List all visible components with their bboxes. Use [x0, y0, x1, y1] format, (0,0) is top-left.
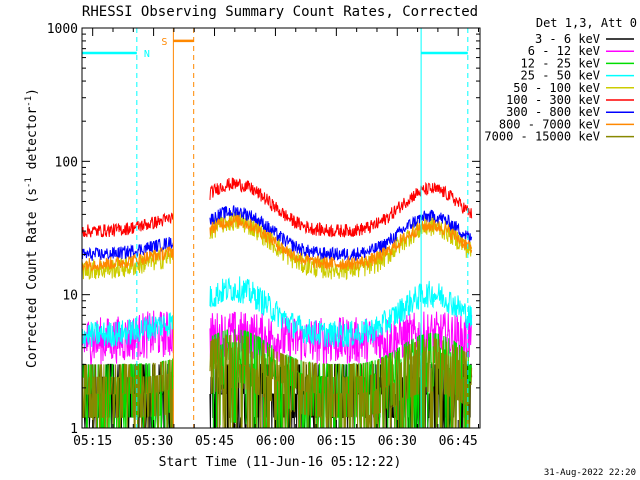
series-line-segment — [209, 214, 473, 271]
orbit-flag-label-s: S — [161, 37, 167, 48]
y-axis-label: Corrected Count Rate (s-1 detector-1) — [24, 88, 40, 368]
series-line-segment — [81, 312, 174, 348]
y-tick-label: 100 — [55, 155, 78, 170]
plot-area: NS — [81, 28, 473, 429]
x-axis-label: Start Time (11-Jun-16 05:12:22) — [159, 455, 402, 470]
x-tick-label: 05:15 — [73, 434, 112, 449]
y-tick-label: 10 — [62, 289, 78, 304]
y-axis-label-sup2: -1 — [24, 96, 34, 107]
series-800-7000kev — [81, 214, 473, 272]
series-line-segment — [209, 311, 473, 366]
orbit-flag-label-n: N — [144, 49, 150, 60]
axes: 05:15 05:30 05:45 06:00 06:15 06:30 06:45 1 10 10… — [47, 22, 480, 449]
series-100-300kev — [81, 177, 473, 238]
y-tick-label: 1 — [70, 422, 78, 437]
legend-entry-label: 7000 - 15000 keV — [484, 130, 600, 144]
y-axis-label-part3: ) — [25, 88, 40, 96]
x-tick-label: 05:45 — [195, 434, 234, 449]
series-line-segment — [209, 205, 473, 261]
y-axis-label-sup1: -1 — [24, 177, 34, 188]
series-line-segment — [81, 236, 174, 261]
series-line-segment — [81, 359, 174, 429]
legend-entry-label: 3 - 6 keV — [535, 32, 600, 46]
series-line-segment — [81, 246, 174, 272]
legend-entry-label: 50 - 100 keV — [513, 81, 600, 95]
series-line-segment — [209, 276, 473, 348]
legend-entry-label: 800 - 7000 keV — [499, 117, 600, 131]
footer-timestamp: 31-Aug-2022 22:20 — [544, 468, 636, 478]
series-line-segment — [209, 334, 473, 429]
x-tick-label: 06:30 — [378, 434, 417, 449]
series-line-segment — [81, 248, 174, 280]
series-line-segment — [81, 212, 174, 238]
y-axis-label-part1: Corrected Count Rate (s — [25, 188, 40, 368]
x-tick-label: 05:30 — [134, 434, 173, 449]
x-tick-label: 06:00 — [256, 434, 295, 449]
plot-frame — [81, 27, 481, 429]
y-axis-label-part2: detector — [25, 107, 40, 178]
legend-entry-label: 25 - 50 keV — [521, 69, 600, 83]
legend-entry-label: 6 - 12 keV — [528, 44, 600, 58]
series-line-segment — [209, 177, 473, 238]
series-25-50kev — [81, 276, 473, 348]
legend-entry-label: 100 - 300 keV — [506, 93, 600, 107]
series-7000-15000kev — [81, 334, 473, 429]
x-tick-label: 06:45 — [439, 434, 478, 449]
legend-header: Det 1,3, Att 0 — [536, 16, 637, 30]
x-tick-label: 06:15 — [317, 434, 356, 449]
legend-entry-label: 12 - 25 keV — [521, 56, 600, 70]
legend-entry-label: 300 - 800 keV — [506, 105, 600, 119]
y-tick-label: 1000 — [47, 22, 78, 37]
series-300-800kev — [81, 205, 473, 261]
chart-title: RHESSI Observing Summary Count Rates, Co… — [82, 4, 478, 20]
